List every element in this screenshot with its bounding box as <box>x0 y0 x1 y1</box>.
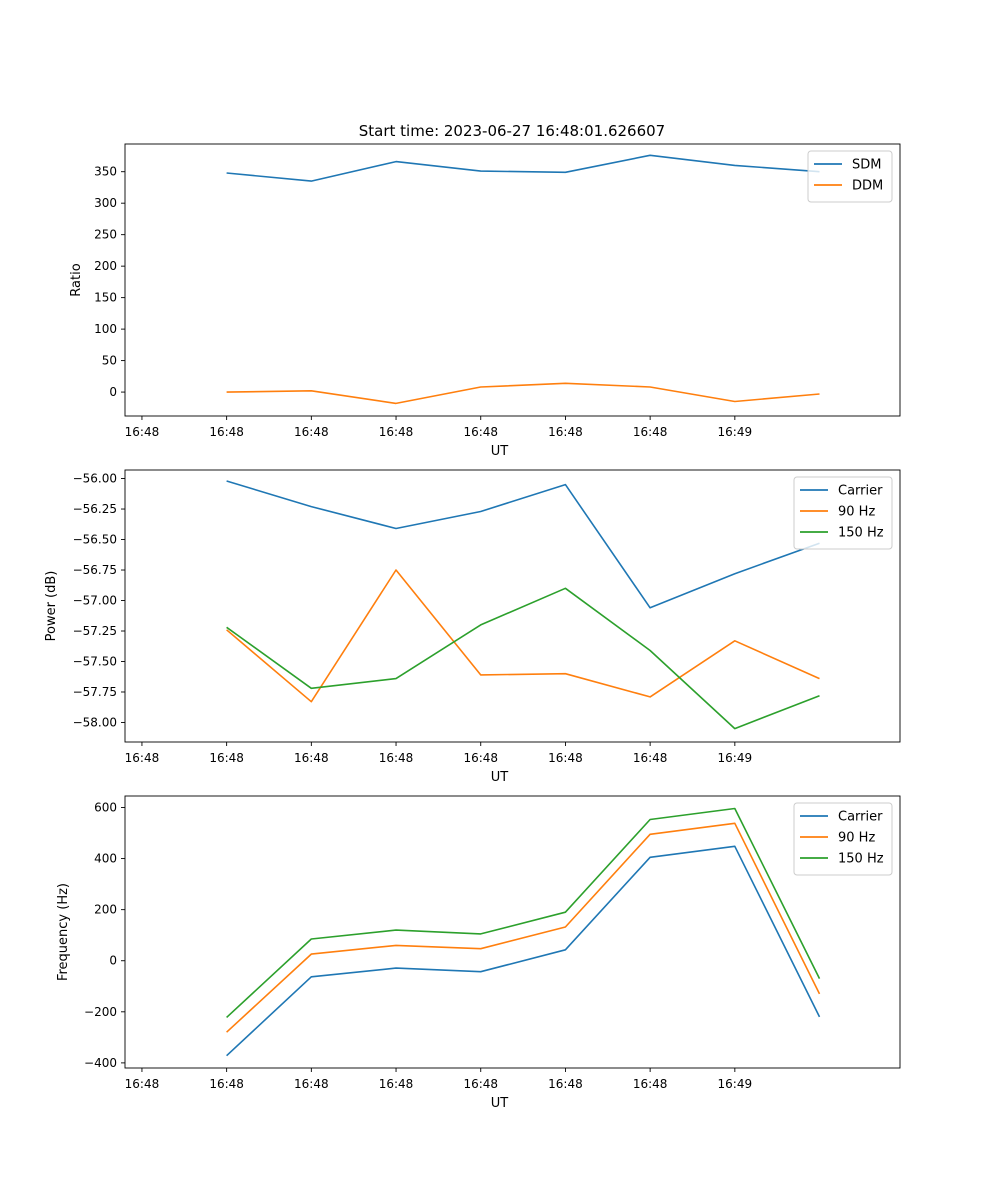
y-tick-label: 200 <box>94 259 117 273</box>
y-tick-label: −57.25 <box>73 624 117 638</box>
legend-label: 90 Hz <box>838 505 875 520</box>
x-tick-label: 16:48 <box>379 1077 414 1091</box>
x-tick-label: 16:48 <box>209 425 244 439</box>
y-tick-label: 600 <box>94 800 117 814</box>
subplot-2: 16:48 16:48 16:48 16:48 16:48 16:48 16:48 16:49… <box>44 469 901 785</box>
y-tick-label: 350 <box>94 165 117 179</box>
legend-label: 90 Hz <box>838 831 875 846</box>
x-axis-label: UT <box>491 1096 509 1111</box>
series-line-150-hz <box>226 587 820 730</box>
x-tick-label: 16:48 <box>548 425 583 439</box>
y-tick-label: −56.00 <box>73 472 117 486</box>
y-tick-label: 250 <box>94 228 117 242</box>
x-tick-label: 16:48 <box>463 751 498 765</box>
x-tick-label: 16:48 <box>463 1077 498 1091</box>
legend-label: Carrier <box>838 484 883 499</box>
x-tick-label: 16:48 <box>125 425 160 439</box>
legend-label: 150 Hz <box>838 526 884 541</box>
x-tick-label: 16:49 <box>718 425 753 439</box>
legend-box <box>793 476 893 550</box>
x-tick-label: 16:48 <box>125 1077 160 1091</box>
y-tick-label: −56.25 <box>73 502 117 516</box>
series-line-ddm <box>226 382 820 405</box>
series-line-90-hz <box>226 822 821 1033</box>
y-axis-label: Power (dB) <box>44 571 59 642</box>
x-tick-label: 16:48 <box>463 425 498 439</box>
y-axis-label: Ratio <box>69 263 84 296</box>
y-tick-label: −57.75 <box>73 685 117 699</box>
series-line-150-hz <box>226 807 821 1018</box>
x-axis-label: UT <box>491 444 509 459</box>
legend-label: DDM <box>852 179 883 194</box>
axes-frame <box>124 795 901 1069</box>
x-tick-label: 16:49 <box>718 1077 753 1091</box>
x-tick-label: 16:49 <box>718 751 753 765</box>
x-tick-label: 16:48 <box>379 425 414 439</box>
x-tick-label: 16:48 <box>125 751 160 765</box>
axes-frame <box>124 143 901 417</box>
x-tick-label: 16:48 <box>548 1077 583 1091</box>
x-tick-label: 16:48 <box>209 751 244 765</box>
y-axis-label: Frequency (Hz) <box>56 883 71 981</box>
series-line-90-hz <box>226 569 820 703</box>
y-tick-label: 100 <box>94 322 117 336</box>
y-tick-label: 0 <box>109 954 117 968</box>
y-tick-label: −56.75 <box>73 563 117 577</box>
x-tick-label: 16:48 <box>379 751 414 765</box>
x-tick-label: 16:48 <box>209 1077 244 1091</box>
y-tick-label: −57.00 <box>73 594 117 608</box>
x-tick-label: 16:48 <box>633 425 668 439</box>
y-tick-label: 400 <box>94 852 117 866</box>
series-line-carrier <box>226 480 820 609</box>
subplot-1: 16:48 16:48 16:48 16:48 16:48 16:48 16:48 16:49… <box>69 143 901 459</box>
legend-box <box>793 802 893 876</box>
legend: SDM DDM <box>807 150 893 203</box>
legend-label: SDM <box>852 158 881 173</box>
y-tick-label: 300 <box>94 196 117 210</box>
subplot-3: 16:48 16:48 16:48 16:48 16:48 16:48 16:48 16:49… <box>56 795 901 1111</box>
x-tick-label: 16:48 <box>633 751 668 765</box>
y-tick-label: −57.50 <box>73 654 117 668</box>
series-line-sdm <box>226 154 820 182</box>
y-tick-label: −400 <box>84 1056 117 1070</box>
x-tick-label: 16:48 <box>633 1077 668 1091</box>
y-tick-label: 150 <box>94 291 117 305</box>
legend: Carrier 90 Hz 150 Hz <box>793 802 893 876</box>
x-axis-label: UT <box>491 770 509 785</box>
y-tick-label: −56.50 <box>73 533 117 547</box>
figure-title: Start time: 2023-06-27 16:48:01.626607 <box>359 122 665 140</box>
y-tick-label: −58.00 <box>73 715 117 729</box>
axes-frame <box>124 469 901 743</box>
x-tick-label: 16:48 <box>294 1077 329 1091</box>
x-tick-label: 16:48 <box>548 751 583 765</box>
series-line-carrier <box>226 845 821 1057</box>
y-tick-label: 50 <box>102 354 117 368</box>
legend-label: 150 Hz <box>838 852 884 867</box>
y-tick-label: 0 <box>109 385 117 399</box>
subplots: 16:48 16:48 16:48 16:48 16:48 16:48 16:48 16:49… <box>44 143 901 1111</box>
y-tick-label: −200 <box>84 1005 117 1019</box>
legend-label: Carrier <box>838 810 883 825</box>
x-tick-label: 16:48 <box>294 425 329 439</box>
y-tick-label: 200 <box>94 903 117 917</box>
legend: Carrier 90 Hz 150 Hz <box>793 476 893 550</box>
x-tick-label: 16:48 <box>294 751 329 765</box>
